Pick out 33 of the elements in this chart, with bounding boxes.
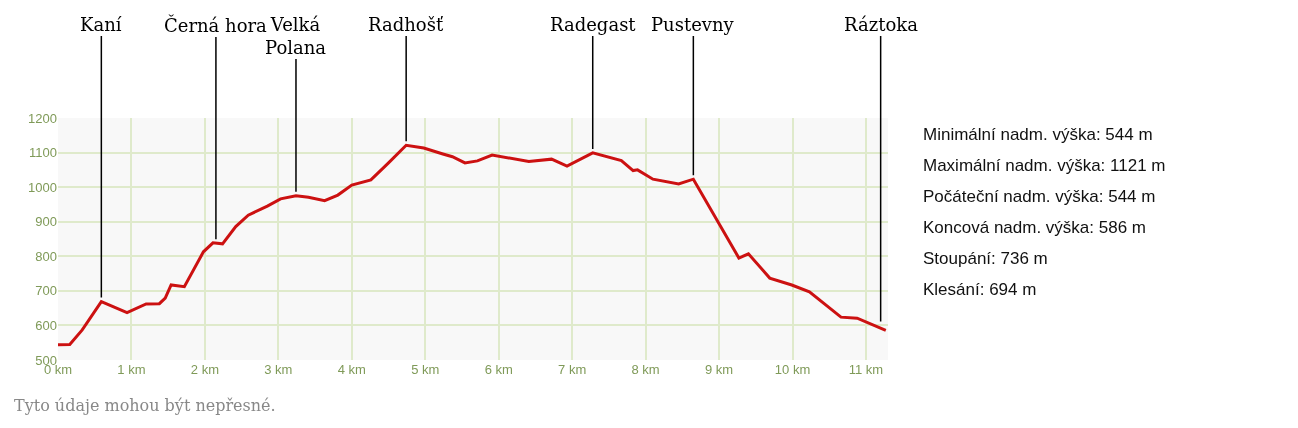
text: Počáteční nadm. výška: 544 m — [923, 187, 1156, 206]
x-tick-label: 10 km — [774, 362, 811, 377]
y-tick-label: 1200 — [28, 110, 57, 126]
annotation: Ráztoka — [844, 14, 919, 35]
x-tick-label: 6 km — [484, 362, 513, 377]
text: Koncová nadm. výška: 586 m — [923, 218, 1147, 237]
x-tick-label: 1 km — [117, 362, 146, 377]
x-tick-label: 3 km — [264, 362, 293, 377]
x-tick-label: 11 km — [848, 362, 884, 377]
text: Klesání: 694 m — [923, 280, 1037, 299]
y-tick-label: 1100 — [29, 145, 57, 161]
text: Stoupání: 736 m — [923, 249, 1048, 268]
text: Maximální nadm. výška: 1121 m — [923, 156, 1166, 175]
x-tick-label: 2 km — [190, 362, 219, 377]
x-tick-label: 5 km — [411, 362, 440, 377]
y-tick-label: 700 — [35, 283, 57, 299]
x-tick-label: 9 km — [704, 362, 734, 377]
y-tick-label: 600 — [35, 317, 57, 333]
text: Minimální nadm. výška: 544 m — [923, 125, 1153, 144]
annotation: Radhošť — [368, 14, 444, 35]
annotation: Kaní — [80, 14, 122, 35]
y-tick-label: 800 — [35, 248, 57, 264]
x-tick-label: 4 km — [337, 362, 366, 377]
annotation: Pustevny — [651, 14, 735, 35]
text: Tyto údaje mohou být nepřesné. — [14, 396, 276, 415]
x-tick-label: 7 km — [558, 362, 587, 377]
annotation: Černá hora — [164, 14, 268, 36]
x-tick-label: 8 km — [631, 362, 660, 377]
annotation: Velká Polana — [265, 14, 327, 59]
y-tick-label: 1000 — [28, 179, 57, 195]
line-series — [58, 143, 888, 347]
y-tick-label: 900 — [35, 214, 57, 230]
annotation: Radegast — [550, 14, 637, 35]
